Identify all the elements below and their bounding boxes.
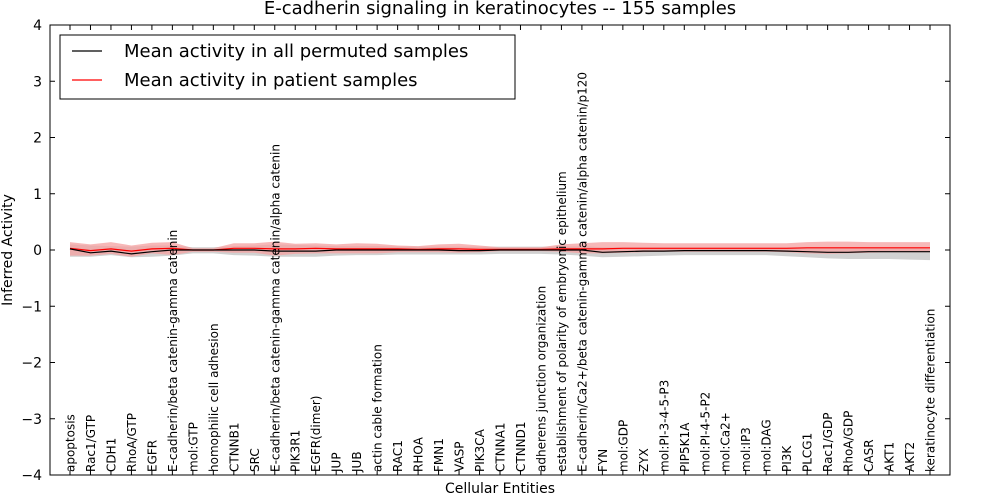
x-tick-label: mol:GTP [186,422,200,472]
x-tick-label: mol:PI-3-4-5-P3 [657,380,671,472]
x-tick-label: EGFR(dimer) [309,396,323,472]
x-tick-label: FYN [596,449,610,472]
x-tick-label: EGFR [145,440,159,472]
x-tick-label: homophilic cell adhesion [207,323,221,472]
x-tick-label: E-cadherin/beta catenin-gamma catenin [166,230,180,472]
x-tick-label: actin cable formation [371,344,385,472]
x-axis: apoptosis Rac1/GTP CDH1 RhoA/GTP EGFR E-cadhe… [64,25,938,475]
x-tick-label: SRC [248,448,262,472]
line-series-0 [69,248,930,255]
x-tick-label: RHOA [412,436,426,472]
x-tick-label: AKT1 [883,442,897,472]
y-tick-label: 4 [33,18,42,34]
x-tick-label: establishment of polarity of embryonic e… [555,171,569,472]
y-tick-label: 0 [33,243,42,259]
y-axis: −4 −3 −2 −1 0 1 2 3 4 [21,18,950,484]
x-tick-label: mol:PI-4-5-P2 [698,392,712,472]
x-tick-label: PIK3CA [473,428,487,472]
x-tick-label: PIK3R1 [289,430,303,472]
x-tick-label: RhoA/GDP [842,411,856,472]
x-tick-label: keratinocyte differentiation [924,309,938,472]
legend-box [59,34,516,100]
x-tick-label: mol:Ca2+ [719,412,733,472]
x-tick-label: mol:GDP [616,420,630,472]
x-tick-label: PLCG1 [801,433,815,472]
x-tick-label: JUB [350,451,364,473]
x-tick-label: ZYX [637,448,651,472]
x-tick-label: RAC1 [391,440,405,472]
y-tick-label: 2 [33,131,42,147]
x-tick-label: PIP5K1A [678,422,692,472]
y-tick-label: −3 [21,412,42,428]
x-tick-label: RhoA/GTP [125,413,139,472]
y-tick-label: −4 [21,468,42,484]
y-axis-label: Inferred Activity [0,194,16,306]
x-tick-label: CTNNA1 [494,422,508,472]
x-tick-label: AKT2 [903,442,917,472]
x-tick-label: CDH1 [105,438,119,472]
x-tick-label: E-cadherin/Ca2+/beta catenin-gamma caten… [575,72,589,472]
x-tick-label: FMN1 [432,438,446,472]
x-tick-label: CTNND1 [514,421,528,472]
x-axis-label: Cellular Entities [445,481,555,497]
x-tick-label: Rac1/GTP [84,415,98,472]
y-tick-label: 1 [33,187,42,203]
y-tick-label: −1 [21,299,42,315]
x-tick-label: mol:IP3 [739,427,753,472]
x-tick-label: VASP [453,441,467,472]
y-tick-label: 3 [33,74,42,90]
x-tick-label: mol:DAG [760,419,774,472]
legend-label-patient: Mean activity in patient samples [124,70,418,91]
series-lines [69,247,930,255]
x-tick-label: E-cadherin/beta catenin-gamma catenin/al… [268,144,282,472]
chart-title: E-cadherin signaling in keratinocytes --… [264,0,736,19]
x-tick-label: JUP [330,452,344,473]
x-tick-label: PI3K [780,445,794,472]
x-tick-label: apoptosis [64,414,78,472]
x-tick-label: adherens junction organization [535,286,549,472]
x-tick-label: Rac1/GDP [821,413,835,472]
x-tick-label: CTNNB1 [227,422,241,472]
legend-label-permuted: Mean activity in all permuted samples [124,41,468,62]
x-tick-label: CASR [862,439,876,472]
y-tick-label: −2 [21,356,42,372]
legend: Mean activity in all permuted samples Me… [59,34,516,100]
